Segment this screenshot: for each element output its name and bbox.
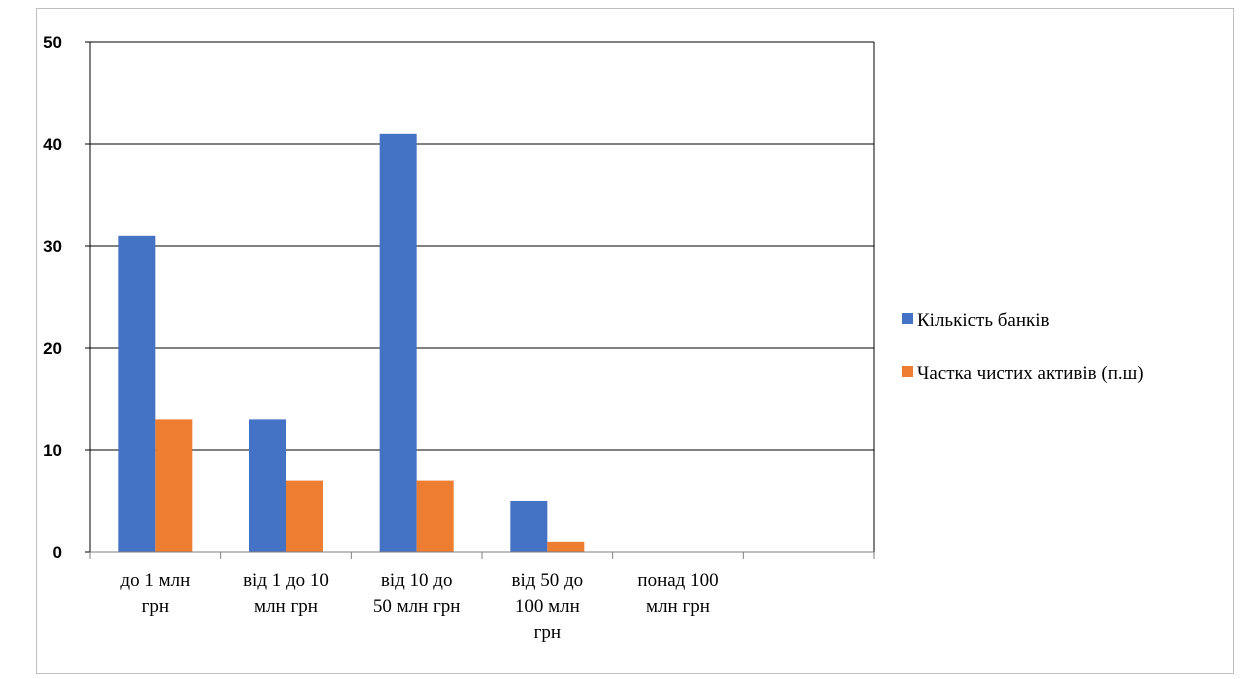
gridlines: [90, 41, 874, 451]
bar-chastka-aktyviv: [416, 480, 454, 552]
legend-label: Частка чистих активів (п.ш): [917, 363, 1144, 384]
bar-chastka-aktyviv: [155, 419, 193, 552]
x-tick-labels: до 1 млн грн від 1 до 10 млн грн від 10 до 50…: [120, 570, 718, 643]
y-tick-label: 40: [43, 135, 62, 154]
bar-chastka-aktyviv: [547, 541, 585, 552]
legend-label: Кількість банків: [917, 310, 1050, 331]
x-tick-label: від 10 до 50 млн грн: [373, 570, 461, 617]
legend-swatch: [902, 366, 913, 377]
x-tick-label: понад 100 млн грн: [637, 570, 718, 617]
y-tick-label: 30: [43, 237, 62, 256]
x-tick-label: до 1 млн грн: [120, 570, 190, 617]
bar-chastka-aktyviv: [286, 480, 323, 552]
chart-frame: [36, 8, 1234, 674]
bars: [118, 133, 585, 553]
y-tick-label: 20: [43, 339, 62, 358]
axes: [85, 41, 875, 559]
y-tick-label: 0: [53, 543, 62, 562]
legend-swatch: [902, 313, 913, 324]
x-tick-label: від 50 до 100 млн грн: [512, 570, 584, 643]
bar-kilkist-bankiv: [118, 235, 156, 553]
bar-kilkist-bankiv: [379, 133, 417, 553]
y-tick-label: 50: [43, 33, 62, 52]
legend: Кількість банків Частка чистих активів (п…: [902, 310, 1144, 384]
bar-kilkist-bankiv: [249, 419, 286, 552]
x-tick-label: від 1 до 10 млн грн: [243, 570, 329, 617]
y-tick-label: 10: [43, 441, 62, 460]
y-tick-labels: 0 10 20 30 40 50: [43, 33, 62, 562]
bar-kilkist-bankiv: [510, 501, 548, 552]
